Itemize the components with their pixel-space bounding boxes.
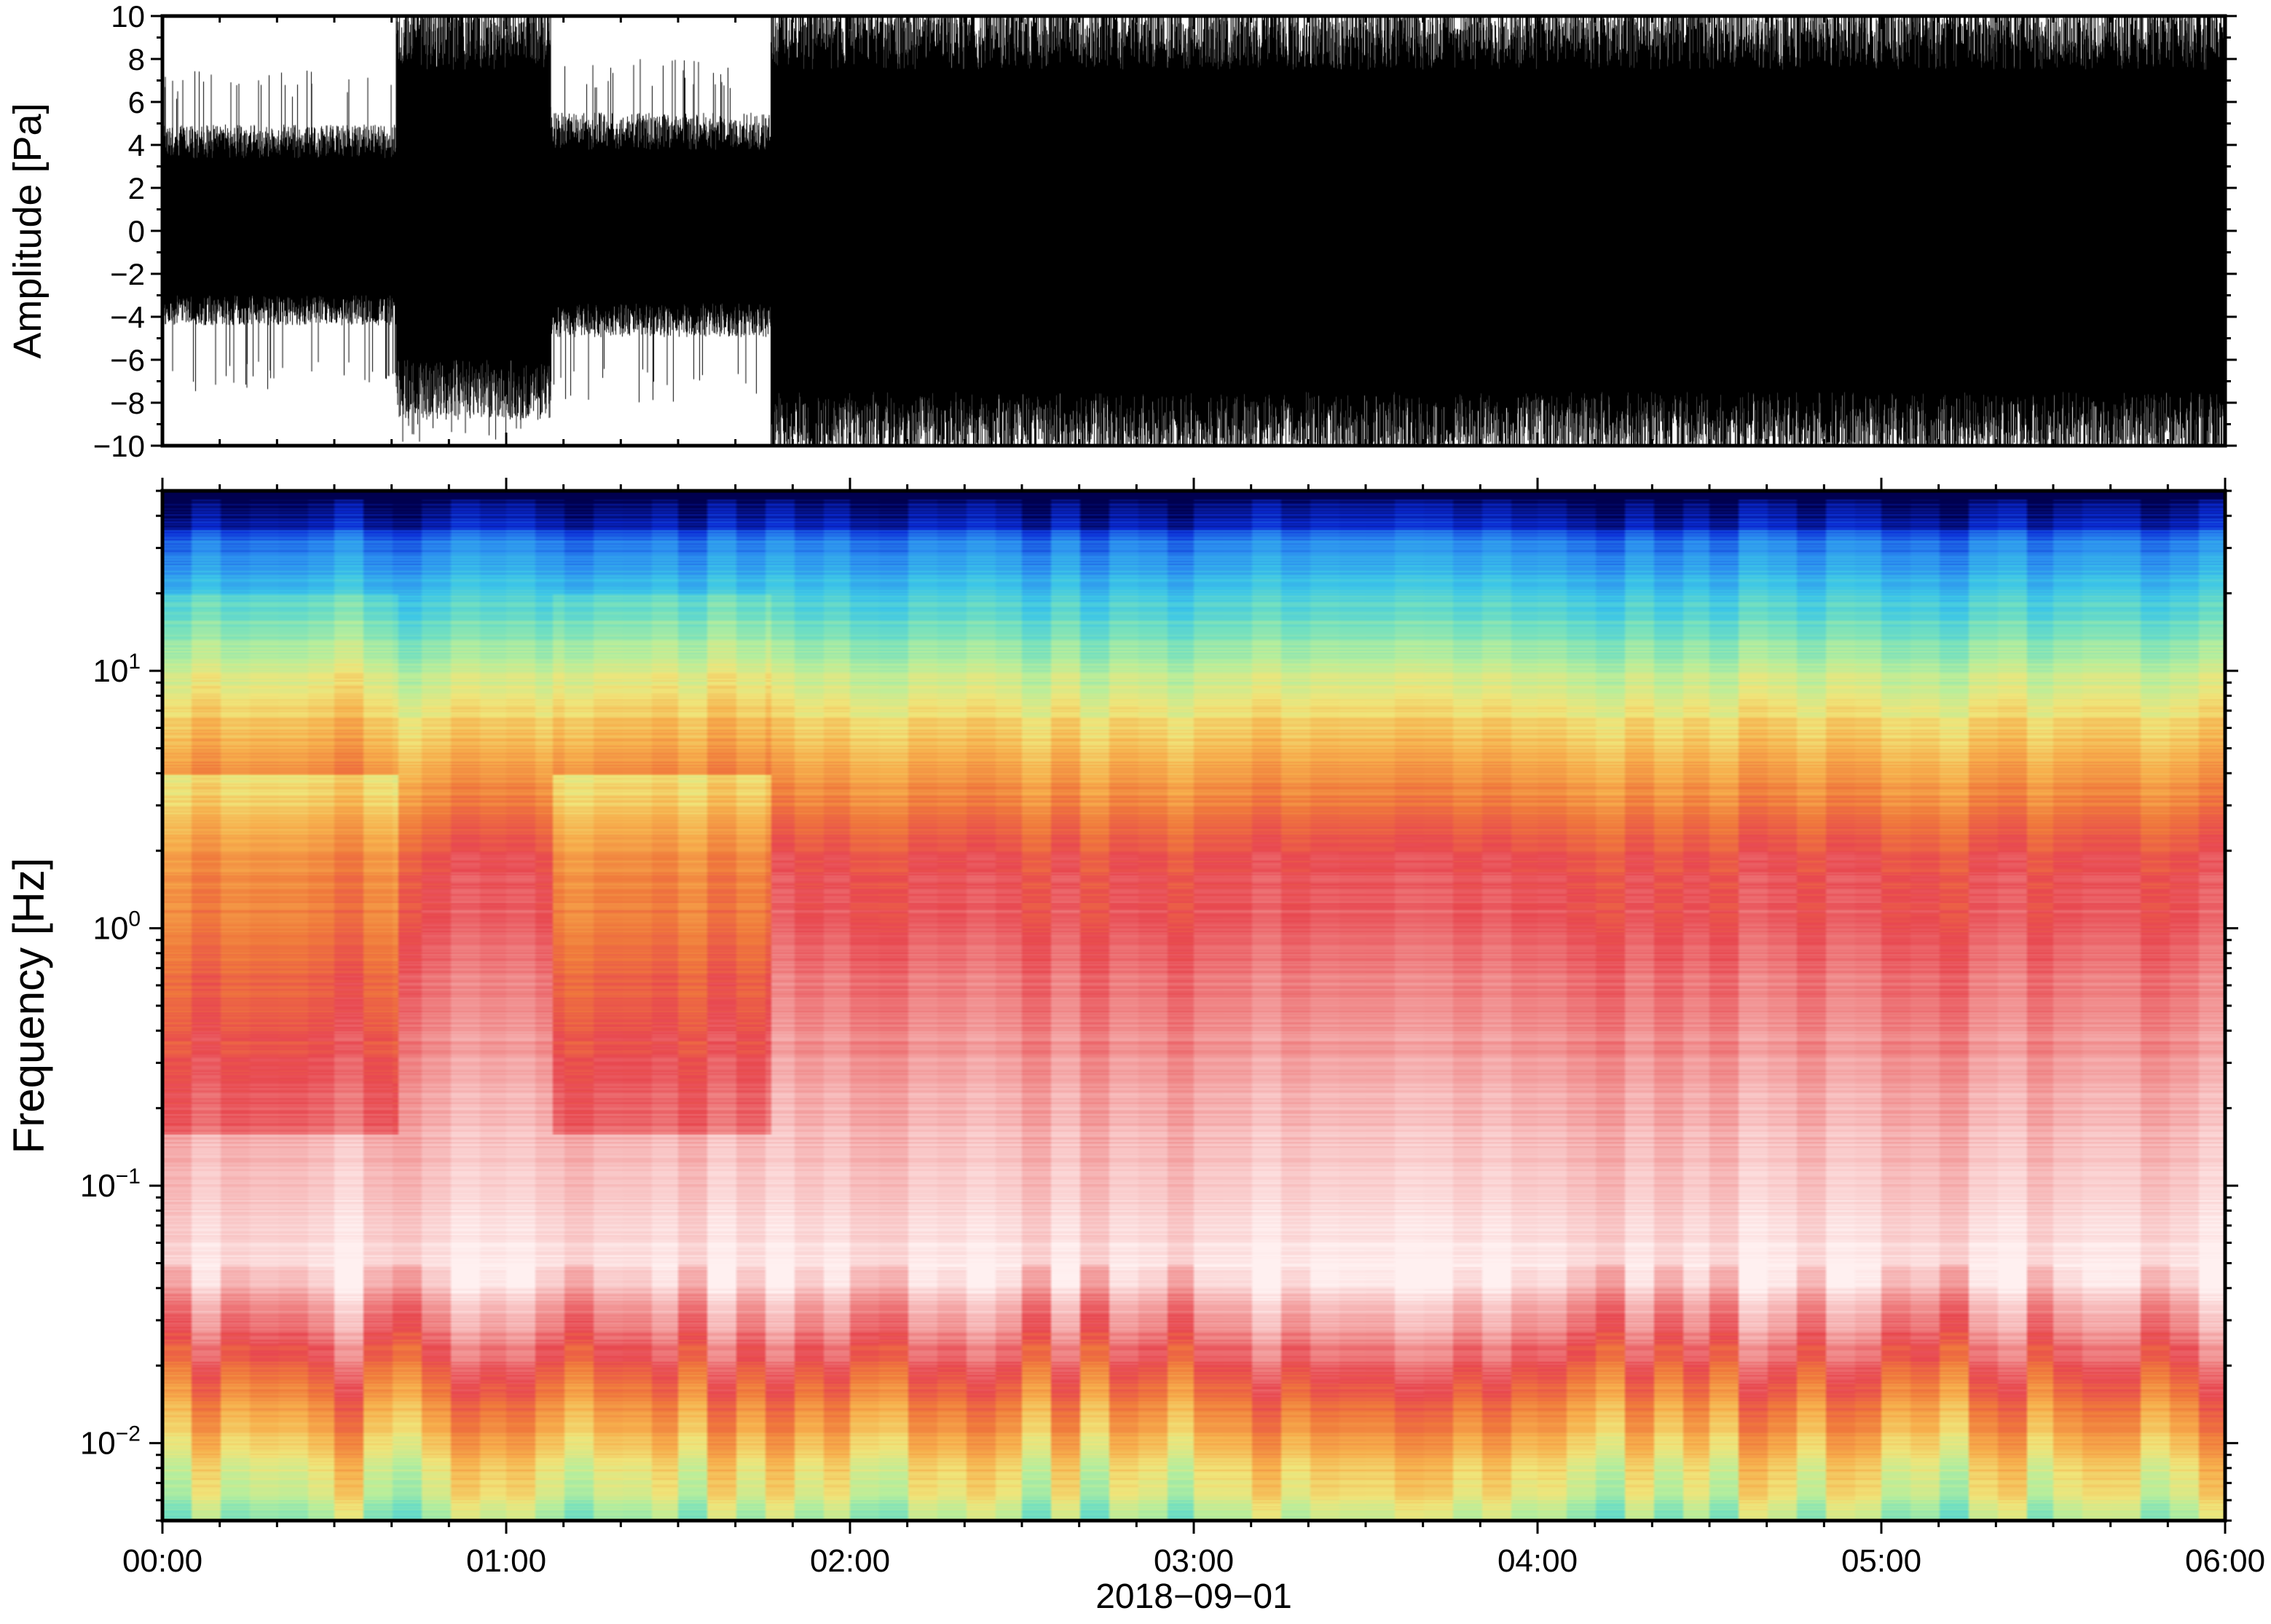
x-tick-label: 01:00 — [466, 1543, 546, 1579]
x-tick-label: 03:00 — [1154, 1543, 1234, 1579]
y-tick-label: 2 — [128, 171, 145, 205]
y-tick-label: 4 — [128, 128, 145, 162]
y-tick-label: 0 — [128, 214, 145, 248]
y-axis-label-amplitude: Amplitude [Pa] — [6, 103, 50, 358]
y-tick-label: 8 — [128, 42, 145, 76]
y-tick-label: −8 — [110, 386, 145, 420]
x-tick-label: 05:00 — [1841, 1543, 1921, 1579]
y-axis-label-frequency: Frequency [Hz] — [4, 858, 53, 1154]
x-tick-label: 00:00 — [122, 1543, 202, 1579]
spectrogram-plot — [162, 491, 2225, 1521]
y-tick-label: 101 — [93, 650, 141, 689]
waveform-frame — [160, 14, 2227, 448]
y-tick-label: −6 — [110, 343, 145, 377]
y-tick-label: 10−1 — [80, 1164, 141, 1204]
spectrogram-frame — [160, 489, 2227, 1523]
y-tick-label: 6 — [128, 85, 145, 119]
x-tick-label: 06:00 — [2185, 1543, 2265, 1579]
y-tick-label: −4 — [110, 300, 145, 334]
y-tick-label: 100 — [93, 907, 141, 947]
waveform-plot — [162, 16, 2225, 446]
y-tick-label: −2 — [110, 257, 145, 291]
y-tick-label: −10 — [93, 429, 145, 463]
x-tick-label: 04:00 — [1497, 1543, 1578, 1579]
x-tick-label: 02:00 — [810, 1543, 890, 1579]
y-tick-label: 10−2 — [80, 1422, 141, 1462]
x-axis-label: 2018−09−01 — [1095, 1577, 1292, 1616]
y-tick-label: 10 — [111, 0, 145, 33]
